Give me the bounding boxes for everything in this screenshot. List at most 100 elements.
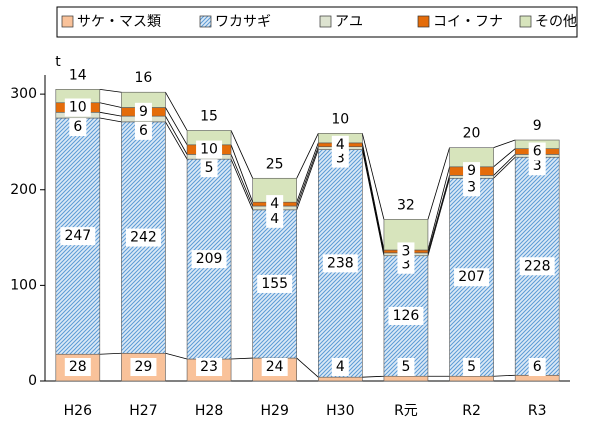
data-label: 3 [533,158,542,174]
data-label: 238 [327,255,354,271]
label-box [196,358,223,376]
data-label: 4 [336,359,345,375]
connector [427,166,450,251]
legend-swatch [199,15,212,28]
data-label: 29 [135,359,153,375]
legend-label: コイ・フナ [433,14,503,30]
x-tick-label: H26 [64,403,92,419]
label-box [266,209,284,228]
label-box [196,140,223,159]
label-box [528,157,546,176]
bar-segment [449,375,494,382]
data-label: 5 [467,359,476,375]
connector [427,175,450,253]
label-box [266,195,284,214]
data-label: 28 [69,359,87,375]
label-box [69,118,87,137]
x-tick-label: H29 [261,403,289,419]
data-label: 126 [393,308,420,324]
data-label: 242 [130,230,157,246]
data-label: 228 [524,258,551,274]
data-label: 32 [397,197,415,213]
x-tick-label: H30 [326,403,354,419]
label-box [64,98,91,117]
label-box [519,257,555,276]
label-box [191,250,227,269]
connector [99,352,122,355]
connector [296,357,319,378]
data-label: 24 [266,359,284,375]
label-box [463,358,481,376]
label-box [397,358,415,376]
connector [165,115,188,155]
label-box [322,254,358,273]
label-box [463,178,481,197]
data-label: 10 [69,100,87,116]
y-tick-label: 0 [28,373,37,389]
label-box [125,228,161,247]
label-box [397,242,415,261]
label-box [60,227,96,246]
legend-swatch [417,15,430,28]
legend-swatch [319,15,332,28]
connector [99,102,122,108]
label-box [463,162,481,181]
data-label: 6 [533,359,542,375]
data-label: 4 [270,211,279,227]
label-box [261,358,288,376]
y-tick-label: 200 [10,182,37,198]
data-label: 9 [467,163,476,179]
legend-label: ワカサギ [215,14,271,30]
connector [361,149,385,256]
data-label: 10 [200,142,218,158]
label-box [528,142,546,161]
connector [493,139,516,149]
connector [231,357,253,360]
legend-box [56,6,578,38]
connector [99,111,122,117]
data-label: 3 [401,243,410,259]
connector [362,375,384,378]
connector [427,147,450,220]
data-label: 6 [533,144,542,160]
connector [427,178,450,256]
connector [296,142,319,203]
data-label: 4 [336,137,345,153]
label-box [130,358,157,376]
data-label: 15 [200,108,218,124]
data-label: 9 [533,118,542,134]
data-label: 3 [401,257,410,273]
connector [493,154,516,176]
connector [99,117,122,123]
data-label: 10 [331,111,349,127]
data-label: 247 [64,228,91,244]
data-label: 14 [69,67,87,83]
label-box [64,358,91,376]
connector [361,146,385,253]
label-box [331,358,349,376]
legend-swatch [61,15,74,28]
data-label: 5 [205,160,214,176]
connector [296,149,319,210]
label-box [134,102,152,121]
data-label: 209 [196,251,223,267]
data-label: 9 [139,104,148,120]
connector [230,158,254,210]
label-box [200,159,218,178]
label-box [331,135,349,154]
x-tick-label: R2 [462,403,481,419]
y-tick-label: 300 [10,86,37,102]
connector [493,156,516,179]
label-box [134,121,152,140]
data-label: 155 [261,276,288,292]
connector [165,92,188,131]
x-tick-label: H27 [129,403,157,419]
legend-label: アユ [335,14,363,30]
label-box [331,149,349,168]
label-box [388,306,424,325]
connector [361,133,385,220]
x-tick-label: R元 [394,403,418,419]
data-label: 23 [200,359,218,375]
legend-swatch [519,15,532,28]
